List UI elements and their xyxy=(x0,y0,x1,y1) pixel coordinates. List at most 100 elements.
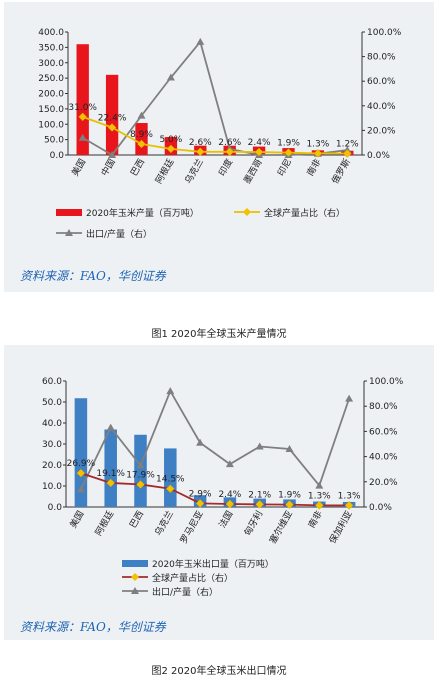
share-point xyxy=(195,147,205,157)
legend-swatch-bar xyxy=(122,560,148,567)
x-tick-label: 南非 xyxy=(305,509,324,531)
share-point xyxy=(255,500,265,509)
legend-marker-share xyxy=(131,573,139,581)
x-tick-label: 阿根廷 xyxy=(92,509,116,538)
share-data-label: 14.5% xyxy=(156,475,185,485)
y-tick-label-right: 60.0% xyxy=(369,427,398,437)
share-point xyxy=(106,478,116,488)
x-tick-label: 匈牙利 xyxy=(241,509,265,538)
x-tick-label: 俄罗斯 xyxy=(329,157,353,186)
legend-marker-ratio xyxy=(65,229,73,236)
share-point xyxy=(225,499,235,509)
y-tick-label-left: 350.0 xyxy=(38,43,64,53)
ratio-point xyxy=(166,387,175,395)
share-data-label: 2.1% xyxy=(248,490,271,500)
share-point xyxy=(165,484,175,494)
y-tick-label-left: 60.0 xyxy=(42,377,62,387)
share-point xyxy=(284,148,293,158)
ratio-point xyxy=(315,481,324,489)
ratio-point xyxy=(196,37,205,45)
y-tick-label-left: 0.0 xyxy=(50,151,65,161)
share-point xyxy=(76,468,86,478)
bar xyxy=(74,398,88,507)
share-point xyxy=(225,147,235,157)
share-point xyxy=(136,480,145,489)
y-tick-label-right: 20.0% xyxy=(367,126,396,136)
y-tick-label-right: 0.0% xyxy=(369,503,392,513)
share-data-label: 31.0% xyxy=(68,103,97,113)
share-data-label: 8.9% xyxy=(130,130,153,140)
share-point xyxy=(344,501,354,510)
share-point xyxy=(314,501,324,510)
y-tick-label-left: 50.0 xyxy=(44,136,64,146)
share-series-line xyxy=(80,472,350,507)
x-tick-label: 乌克兰 xyxy=(152,509,176,538)
share-data-label: 2.6% xyxy=(189,138,212,148)
ratio-point xyxy=(285,445,294,453)
bar xyxy=(164,448,177,507)
ratio-point xyxy=(76,485,85,493)
y-tick-label-left: 400.0 xyxy=(38,28,64,38)
figure-caption-1: 图1 2020年全球玉米产量情况 xyxy=(151,329,287,340)
ratio-series-line xyxy=(80,389,350,490)
legend-label-share: 全球产量占比（右） xyxy=(152,572,233,584)
y-tick-label-right: 0.0% xyxy=(367,151,390,161)
x-tick-label: 塞尔维亚 xyxy=(267,509,295,546)
y-tick-label-left: 0.0 xyxy=(48,503,63,513)
share-data-label: 2.4% xyxy=(248,138,271,148)
y-tick-label-left: 10.0 xyxy=(42,482,62,492)
bar xyxy=(104,429,117,507)
share-point xyxy=(342,149,352,158)
share-data-label: 19.1% xyxy=(96,469,125,479)
ratio-point xyxy=(166,73,175,81)
share-point xyxy=(313,149,323,158)
x-tick-label: 南非 xyxy=(304,157,323,179)
ratio-point xyxy=(225,460,234,468)
share-data-label: 2.4% xyxy=(218,490,241,500)
share-data-label: 1.2% xyxy=(336,140,359,150)
ratio-point xyxy=(137,111,146,119)
export-chart: 0.0 10.0 20.0 30.0 40.0 50.0 60.0 0.0% 20.0% 40.0… xyxy=(42,377,404,598)
share-data-label: 1.9% xyxy=(277,139,300,149)
source-note-1: 资料来源：FAO，华创证券 xyxy=(20,269,166,283)
y-tick-label-left: 300.0 xyxy=(38,59,64,69)
share-point xyxy=(107,123,117,132)
share-data-label: 26.9% xyxy=(67,459,96,469)
share-data-label: 22.4% xyxy=(98,113,127,123)
y-tick-label-left: 20.0 xyxy=(42,461,62,471)
y-tick-label-left: 30.0 xyxy=(42,440,62,450)
ratio-point xyxy=(345,394,354,402)
share-data-label: 1.9% xyxy=(278,491,301,501)
bar xyxy=(105,74,119,155)
share-point xyxy=(166,144,176,154)
share-data-label: 2.9% xyxy=(189,489,212,499)
y-tick-label-right: 100.0% xyxy=(367,28,402,38)
y-tick-label-right: 80.0% xyxy=(369,402,398,412)
y-tick-label-right: 20.0% xyxy=(369,478,398,488)
share-data-label: 17.9% xyxy=(126,470,155,480)
chart-panel-2: 0.0 10.0 20.0 30.0 40.0 50.0 60.0 0.0% 20.0% 40.0… xyxy=(4,345,434,640)
x-tick-label: 保加利亚 xyxy=(326,509,354,546)
chart-panel-1: 0.0 50.0 100.0 150.0 200.0 250.0 300.0 350.0 400… xyxy=(4,2,434,292)
bar xyxy=(135,123,148,155)
y-tick-label-right: 40.0% xyxy=(367,102,396,112)
legend-marker-share xyxy=(243,208,251,216)
share-data-label: 1.3% xyxy=(308,491,331,501)
y-tick-label-right: 60.0% xyxy=(367,77,396,87)
share-point xyxy=(137,139,146,149)
production-chart: 0.0 50.0 100.0 150.0 200.0 250.0 300.0 350.0 400… xyxy=(38,28,402,240)
share-series-line xyxy=(82,116,348,155)
y-tick-label-left: 50.0 xyxy=(42,398,62,408)
x-tick-label: 印尼 xyxy=(275,157,294,179)
share-point xyxy=(285,500,294,509)
y-tick-label-left: 40.0 xyxy=(42,419,62,429)
legend-marker-ratio xyxy=(131,587,139,594)
x-tick-label: 乌克兰 xyxy=(182,157,206,186)
legend-label-bar: 2020年玉米出口量（百万吨） xyxy=(152,558,274,570)
ratio-point xyxy=(196,438,205,446)
x-tick-label: 美国 xyxy=(67,509,86,531)
bar xyxy=(76,44,89,155)
source-note-2: 资料来源：FAO，华创证券 xyxy=(20,620,166,634)
x-tick-label: 巴西 xyxy=(128,509,147,530)
y-tick-label-left: 150.0 xyxy=(38,105,64,115)
